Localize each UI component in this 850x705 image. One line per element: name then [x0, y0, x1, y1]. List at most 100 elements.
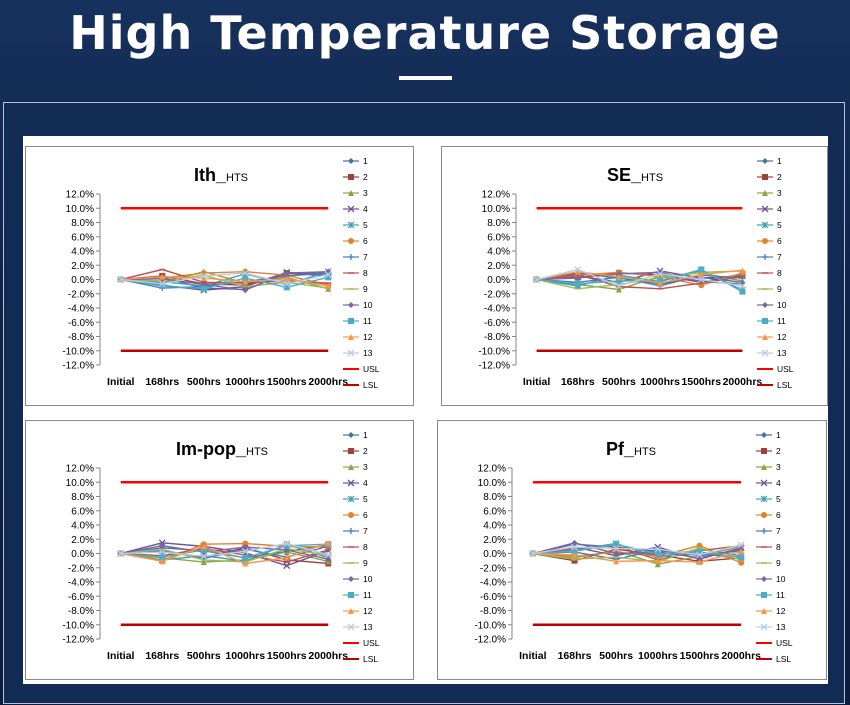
y-tick-label: 4.0% — [487, 247, 510, 258]
x-tick-label: 2000hrs — [723, 376, 763, 388]
y-tick-label: 2.0% — [487, 261, 510, 272]
legend-label: LSL — [363, 380, 378, 390]
series-line — [120, 542, 329, 558]
y-tick-label: 8.0% — [71, 492, 94, 503]
legend-item: 6 — [756, 510, 781, 520]
y-tick-label: 10.0% — [66, 204, 94, 215]
legend-item: 12 — [756, 606, 786, 616]
legend-item: LSL — [343, 380, 378, 390]
data-point — [242, 275, 249, 282]
legend-item: LSL — [343, 654, 378, 664]
legend-label: 1 — [363, 156, 368, 166]
x-tick-label: 2000hrs — [721, 650, 761, 662]
y-tick-label: 4.0% — [71, 521, 94, 532]
legend-label: 13 — [363, 348, 373, 358]
chart-title: Im-pop_HTS — [176, 439, 268, 460]
y-tick-label: 0.0% — [487, 275, 510, 286]
x-tick-label: 1500hrs — [267, 376, 307, 388]
legend-marker — [760, 495, 768, 503]
y-tick-label: 0.0% — [71, 549, 94, 560]
legend-item: 2 — [756, 446, 781, 456]
legend-item: 5 — [343, 494, 368, 504]
legend-marker — [761, 205, 769, 213]
legend-marker — [762, 190, 768, 196]
legend-label: 12 — [777, 332, 787, 342]
legend-item: 6 — [343, 236, 368, 246]
data-point — [159, 282, 166, 289]
legend-label: LSL — [776, 654, 791, 664]
y-tick-label: 6.0% — [483, 506, 506, 517]
legend-marker — [348, 254, 354, 260]
y-tick-label: -8.0% — [68, 606, 94, 617]
legend-marker — [761, 448, 767, 454]
legend-item: 10 — [343, 300, 373, 310]
legend-item: LSL — [757, 380, 792, 390]
data-point — [200, 546, 207, 553]
data-point — [571, 551, 578, 558]
legend-label: 10 — [363, 574, 373, 584]
legend-marker — [347, 495, 355, 503]
legend-item: 7 — [343, 252, 368, 262]
series-line — [532, 542, 742, 559]
series-line — [120, 542, 329, 565]
legend-item: 8 — [756, 542, 781, 552]
x-tick-label: 1000hrs — [225, 376, 265, 388]
data-point — [283, 540, 291, 547]
legend-item: 5 — [756, 494, 781, 504]
legend-label: USL — [777, 364, 794, 374]
legend-marker — [761, 512, 767, 518]
x-tick-label: 500hrs — [187, 650, 221, 662]
chart-svg: 12.0% 10.0% 8.0% 6.0% 4.0% 2.0% 0.0% -2.0% -4.0%… — [478, 156, 794, 390]
y-tick-label: -12.0% — [62, 635, 94, 646]
chart-svg: 12.0% 10.0% 8.0% 6.0% 4.0% 2.0% 0.0% -2.0% -4.0%… — [62, 430, 380, 664]
legend-label: 8 — [363, 268, 368, 278]
chart-title: Ith_HTS — [194, 165, 248, 186]
data-point — [159, 554, 166, 561]
series-line — [532, 547, 742, 563]
legend-item: 10 — [343, 574, 373, 584]
data-point — [574, 280, 581, 287]
chart-title-main: Pf_ — [606, 439, 635, 459]
x-tick-label: 500hrs — [187, 376, 221, 388]
data-point — [656, 270, 664, 278]
legend-label: 4 — [363, 478, 368, 488]
legend-item: 5 — [343, 220, 368, 230]
legend-label: 9 — [363, 558, 368, 568]
legend-item: 13 — [756, 622, 786, 632]
legend-item: 1 — [343, 430, 368, 440]
y-tick-label: -12.0% — [474, 635, 506, 646]
chart-title-sub: HTS — [226, 172, 249, 184]
data-point — [283, 270, 290, 277]
series-line — [120, 274, 329, 289]
data-point — [325, 556, 332, 563]
legend-label: 11 — [363, 316, 372, 326]
y-tick-label: -6.0% — [68, 318, 94, 329]
data-point — [696, 549, 703, 556]
legend-item: 8 — [757, 268, 782, 278]
x-tick-label: 168hrs — [558, 650, 592, 662]
legend-label: 9 — [777, 284, 782, 294]
legend-label: USL — [363, 638, 380, 648]
y-tick-label: 8.0% — [487, 218, 510, 229]
data-point — [654, 551, 661, 558]
data-point — [739, 288, 746, 295]
legend-label: 4 — [776, 478, 781, 488]
data-point — [571, 548, 578, 555]
data-point — [158, 280, 166, 288]
y-tick-label: 2.0% — [71, 261, 94, 272]
x-tick-label: Initial — [523, 376, 551, 388]
data-point — [574, 266, 582, 273]
x-tick-label: 168hrs — [145, 650, 179, 662]
legend-marker — [762, 254, 768, 260]
x-tick-label: 1500hrs — [681, 376, 721, 388]
y-tick-label: -4.0% — [480, 578, 506, 589]
y-tick-label: -4.0% — [68, 578, 94, 589]
legend-marker — [348, 174, 354, 180]
chart-panel-se: 12.0% 10.0% 8.0% 6.0% 4.0% 2.0% 0.0% -2.0% -4.0%… — [441, 146, 828, 406]
y-tick-label: -12.0% — [478, 361, 510, 372]
legend-marker — [348, 190, 354, 196]
data-point — [574, 275, 581, 282]
y-tick-label: 12.0% — [66, 190, 94, 201]
legend-item: 5 — [757, 220, 782, 230]
series-line — [536, 271, 743, 285]
